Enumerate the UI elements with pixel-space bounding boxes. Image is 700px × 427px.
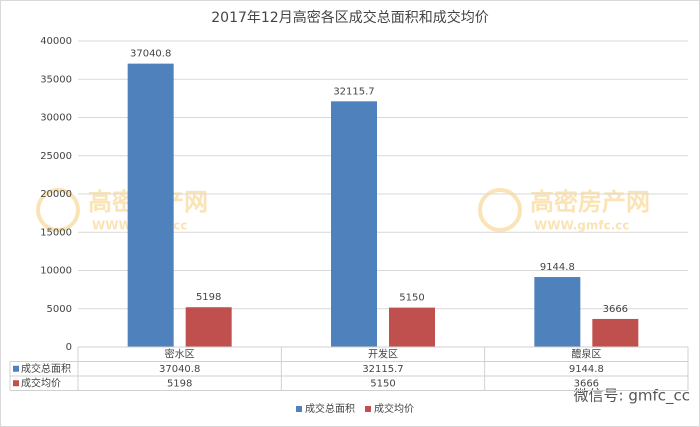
bar xyxy=(534,277,581,347)
y-tick-label: 40000 xyxy=(40,36,72,47)
legend-key xyxy=(296,406,302,412)
data-label: 5198 xyxy=(196,292,221,303)
wechat-id: 微信号: gmfc_cc xyxy=(574,387,690,406)
x-tick-label: 密水区 xyxy=(165,347,195,360)
table-cell: 3666 xyxy=(574,378,599,389)
data-label: 9144.8 xyxy=(540,262,575,273)
watermark-logo xyxy=(36,188,80,232)
watermark-logo xyxy=(478,188,522,232)
table-legend-key xyxy=(13,380,19,387)
data-label: 5150 xyxy=(399,293,424,304)
legend-label: 成交均价 xyxy=(374,402,414,415)
data-label: 37040.8 xyxy=(130,49,171,60)
watermark-text: 高密房产网 xyxy=(530,188,650,216)
legend-label: 成交总面积 xyxy=(305,402,355,415)
y-tick-label: 0 xyxy=(66,342,72,353)
x-tick-label: 开发区 xyxy=(368,347,398,360)
table-cell: 5150 xyxy=(370,378,395,389)
table-cell: 37040.8 xyxy=(159,364,200,375)
y-tick-label: 25000 xyxy=(40,151,72,162)
table-row-label: 成交均价 xyxy=(21,376,61,389)
y-tick-label: 30000 xyxy=(40,113,72,124)
y-tick-label: 20000 xyxy=(40,189,72,200)
bar xyxy=(127,63,174,347)
y-tick-label: 35000 xyxy=(40,74,72,85)
y-tick-label: 5000 xyxy=(47,304,72,315)
table-cell: 5198 xyxy=(167,378,192,389)
legend-key xyxy=(365,406,371,412)
table-cell: 9144.8 xyxy=(569,364,604,375)
data-label: 3666 xyxy=(603,304,628,315)
data-label: 32115.7 xyxy=(333,86,374,97)
watermark-url: WWW.gmfc.cc xyxy=(534,219,630,233)
table-row-label: 成交总面积 xyxy=(21,362,71,375)
chart-title: 2017年12月高密各区成交总面积和成交均价 xyxy=(211,9,488,26)
table-cell: 32115.7 xyxy=(362,364,403,375)
bar xyxy=(592,318,639,347)
bar xyxy=(185,307,232,347)
x-tick-label: 醴泉区 xyxy=(571,347,601,360)
y-tick-label: 15000 xyxy=(40,227,72,238)
bar xyxy=(389,307,435,347)
bar xyxy=(331,101,377,347)
table-legend-key xyxy=(13,365,19,372)
y-tick-label: 10000 xyxy=(40,266,72,277)
